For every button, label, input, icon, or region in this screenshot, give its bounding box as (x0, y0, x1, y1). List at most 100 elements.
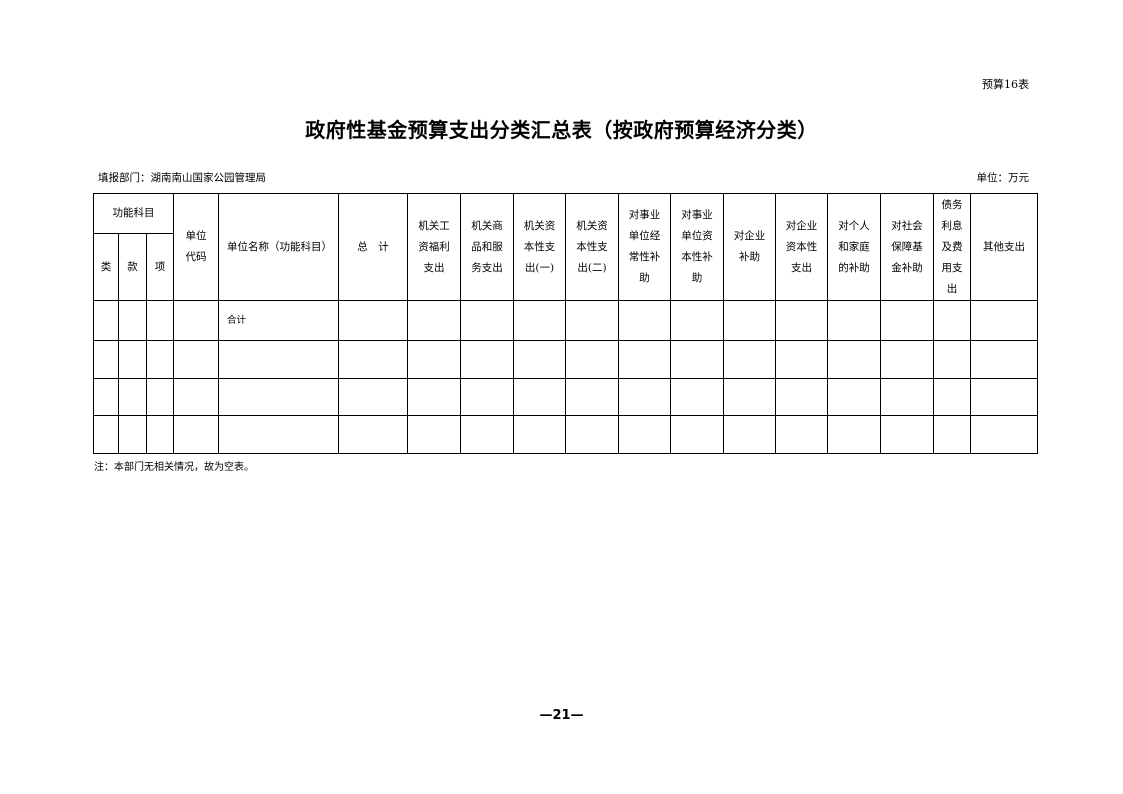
table-cell (93, 378, 119, 416)
table-cell (775, 340, 829, 379)
header-column: 机关工资福利支出 (407, 193, 462, 301)
table-row: 合计 (93, 300, 1039, 341)
page-title: 政府性基金预算支出分类汇总表（按政府预算经济分类） (305, 118, 818, 142)
table-cell (933, 300, 972, 341)
table-cell (145, 340, 175, 379)
table-cell (970, 378, 1039, 416)
table-cell (670, 300, 725, 341)
table-cell (618, 378, 672, 416)
table-cell (827, 300, 882, 341)
header-category: 类 (93, 233, 119, 301)
table-cell (933, 415, 972, 454)
table-row (93, 340, 1039, 379)
table-cell (460, 378, 515, 416)
table-cell (407, 415, 462, 454)
table-cell (827, 340, 882, 379)
unit-name-cell (218, 378, 340, 416)
header-column: 对企业补助 (723, 193, 777, 301)
table-cell (145, 378, 175, 416)
table-cell (407, 378, 462, 416)
table-cell (775, 300, 829, 341)
table-cell (93, 415, 119, 454)
table-cell (970, 415, 1039, 454)
table-cell (118, 378, 147, 416)
table-cell (618, 340, 672, 379)
table-cell (880, 415, 935, 454)
header-section: 款 (118, 233, 147, 301)
table-row (93, 378, 1039, 416)
unit-name-cell: 合计 (218, 300, 340, 341)
table-cell (118, 415, 147, 454)
unit-name-cell (218, 340, 340, 379)
unit-label: 单位：万元 (976, 172, 1030, 184)
table-cell (933, 340, 972, 379)
table-cell (118, 300, 147, 341)
table-cell (723, 300, 777, 341)
header-function-subject: 功能科目 (92, 193, 175, 234)
table-cell (460, 340, 515, 379)
table-cell (565, 340, 620, 379)
table-cell (118, 340, 147, 379)
table-cell (880, 300, 935, 341)
table-cell (460, 300, 515, 341)
table-cell (970, 340, 1039, 379)
table-cell (618, 415, 672, 454)
table-cell (338, 300, 409, 341)
table-cell (880, 340, 935, 379)
table-cell (173, 340, 220, 379)
table-cell (173, 300, 220, 341)
table-cell (565, 300, 620, 341)
table-cell (723, 340, 777, 379)
table-cell (513, 378, 567, 416)
table-cell (670, 340, 725, 379)
table-cell (338, 340, 409, 379)
table-cell (513, 300, 567, 341)
table-cell (827, 378, 882, 416)
header-column: 对企业资本性支出 (775, 193, 829, 301)
table-cell (775, 415, 829, 454)
table-cell (618, 300, 672, 341)
header-column: 机关商品和服务支出 (460, 193, 515, 301)
table-cell (723, 378, 777, 416)
header-item: 项 (145, 233, 175, 301)
table-cell (513, 415, 567, 454)
header-total: 总 计 (338, 193, 409, 301)
table-cell (670, 415, 725, 454)
table-cell (933, 378, 972, 416)
table-cell (338, 378, 409, 416)
table-cell (407, 300, 462, 341)
table-cell (565, 415, 620, 454)
header-column: 对事业单位经常性补助 (618, 193, 672, 301)
table-row (93, 415, 1039, 454)
table-cell (775, 378, 829, 416)
header-column: 机关资本性支出(一) (513, 193, 567, 301)
form-number: 预算16表 (982, 78, 1029, 91)
table-cell (723, 415, 777, 454)
unit-name-cell (218, 415, 340, 454)
header-column: 机关资本性支出(二) (565, 193, 620, 301)
table-cell (513, 340, 567, 379)
table-cell (670, 378, 725, 416)
table-cell (565, 378, 620, 416)
expenditure-table: 功能科目 单位代码 单位名称（功能科目） 总 计 机关工资福利支出 机关商品和服务… (92, 193, 1039, 454)
header-row: 功能科目 单位代码 单位名称（功能科目） 总 计 机关工资福利支出 机关商品和服务… (92, 193, 1039, 301)
page-number: —21— (539, 708, 584, 723)
header-column: 对个人和家庭的补助 (827, 193, 882, 301)
table-cell (827, 415, 882, 454)
header-column: 对事业单位资本性补助 (670, 193, 725, 301)
header-column: 对社会保障基金补助 (880, 193, 935, 301)
table-cell (93, 340, 119, 379)
header-unit-name: 单位名称（功能科目） (218, 193, 340, 301)
reporting-department: 填报部门：湖南南山国家公园管理局 (98, 172, 266, 184)
table-cell (407, 340, 462, 379)
table-cell (880, 378, 935, 416)
table-cell (93, 300, 119, 341)
table-cell (338, 415, 409, 454)
header-column: 债务利息及费用支出 (933, 193, 972, 301)
header-column: 其他支出 (970, 193, 1039, 301)
table-cell (970, 300, 1039, 341)
table-cell (460, 415, 515, 454)
table-cell (173, 415, 220, 454)
header-unit-code: 单位代码 (173, 193, 220, 301)
table-note: 注：本部门无相关情况，故为空表。 (94, 462, 254, 473)
